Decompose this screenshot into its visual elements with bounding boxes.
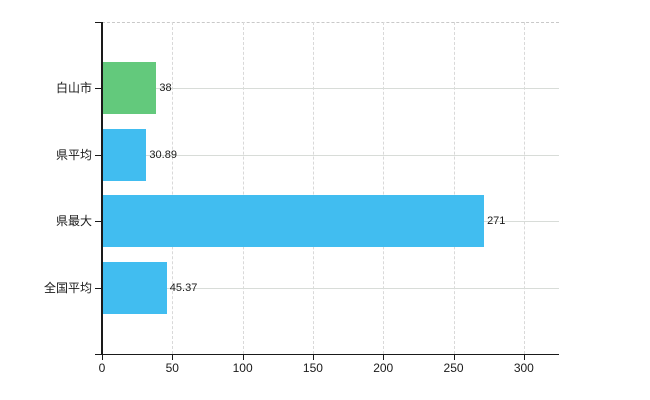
vertical-gridline [453, 22, 455, 354]
vertical-gridline [172, 22, 174, 354]
y-axis-tick [95, 155, 102, 156]
y-axis-tick [95, 288, 102, 289]
bar-value-label: 38 [159, 82, 172, 94]
x-axis-tick [312, 354, 314, 360]
vertical-gridline [242, 22, 244, 354]
x-tick-label: 50 [165, 361, 179, 375]
x-axis-tick [453, 354, 455, 360]
x-tick-label: 100 [232, 361, 253, 375]
plot-top-border [102, 22, 559, 23]
horizontal-gridline [102, 155, 559, 156]
bar-value-label: 30.89 [149, 149, 177, 161]
y-category-label: 白山市 [55, 81, 92, 95]
bar [103, 262, 167, 314]
x-axis-tick [102, 354, 103, 360]
y-axis-tick [95, 221, 102, 222]
horizontal-gridline [102, 288, 559, 289]
x-axis-tick [242, 354, 244, 360]
vertical-gridline [523, 22, 525, 354]
x-tick-label: 150 [302, 361, 323, 375]
bar [103, 195, 485, 247]
x-axis-tick [172, 354, 174, 360]
y-category-label: 県平均 [55, 148, 92, 162]
y-category-label: 県最大 [55, 214, 92, 228]
x-axis-line [95, 354, 559, 355]
y-axis-line [101, 22, 103, 354]
bar [103, 62, 157, 114]
vertical-gridline [312, 22, 314, 354]
y-axis-tick [95, 88, 102, 89]
bar-value-label: 271 [487, 215, 506, 227]
bar [103, 129, 147, 181]
horizontal-gridline [102, 88, 559, 89]
x-tick-label: 300 [513, 361, 534, 375]
bar-value-label: 45.37 [169, 282, 198, 294]
x-axis-tick [523, 354, 525, 360]
x-tick-label: 0 [98, 361, 106, 375]
y-category-label: 全国平均 [43, 281, 92, 295]
x-axis-tick [383, 354, 385, 360]
y-axis-top-tick [95, 22, 102, 23]
x-tick-label: 200 [373, 361, 394, 375]
x-tick-label: 250 [443, 361, 464, 375]
vertical-gridline [383, 22, 385, 354]
